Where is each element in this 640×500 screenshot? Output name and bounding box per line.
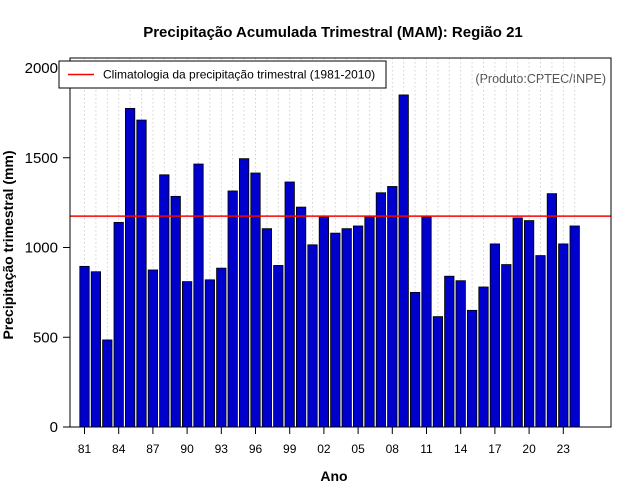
- bar-03: [330, 232, 341, 428]
- bar-08: [387, 186, 398, 428]
- bar-95: [238, 158, 250, 428]
- x-tick-label-23: 23: [557, 442, 571, 456]
- bar-85: [125, 107, 136, 428]
- bar-99: [284, 181, 295, 428]
- legend: Climatologia da precipitação trimestral …: [58, 60, 387, 89]
- legend-label: Climatologia da precipitação trimestral …: [103, 68, 375, 82]
- bar-09: [398, 94, 409, 428]
- bar-83: [102, 339, 113, 428]
- bar-06: [364, 216, 375, 428]
- bar-11: [421, 216, 432, 428]
- x-tick-label-87: 87: [146, 442, 160, 456]
- y-tick-label-500: 500: [33, 329, 58, 346]
- bar-87: [147, 269, 158, 428]
- bar-10: [409, 291, 421, 428]
- bar-93: [216, 267, 227, 428]
- y-axis-label: Precipitação trimestral (mm): [0, 150, 16, 339]
- x-tick-label-02: 02: [317, 442, 331, 456]
- bar-96: [250, 172, 261, 428]
- bar-04: [341, 228, 352, 428]
- bar-81: [79, 265, 90, 428]
- bar-15: [466, 309, 478, 428]
- bar-23: [558, 243, 569, 428]
- bar-97: [261, 228, 273, 428]
- y-tick-label-1500: 1500: [25, 150, 58, 167]
- bar-13: [444, 275, 455, 428]
- bar-94: [227, 190, 238, 428]
- y-tick-label-2000: 2000: [25, 60, 58, 77]
- y-axis: 0 500 1000 1500 2000: [25, 60, 70, 436]
- bar-92: [204, 279, 215, 428]
- bar-22: [546, 193, 558, 428]
- bar-14: [455, 280, 466, 428]
- bar-02: [318, 216, 330, 428]
- x-tick-label-08: 08: [386, 442, 400, 456]
- x-tick-label-17: 17: [488, 442, 502, 456]
- bar-series: [79, 94, 580, 428]
- x-axis: 81 84 87 90 93 96 99 02 05 08 11 14 17 20 23: [78, 427, 570, 456]
- bar-98: [273, 265, 284, 428]
- bar-24: [569, 225, 580, 428]
- legend-box: [58, 60, 387, 89]
- bar-82: [90, 271, 101, 428]
- bar-12: [432, 316, 444, 428]
- bar-01: [307, 244, 318, 428]
- bar-91: [193, 163, 204, 428]
- x-tick-label-20: 20: [522, 442, 536, 456]
- bar-86: [136, 119, 147, 428]
- bar-00: [295, 206, 307, 428]
- plot-frame: [69, 57, 612, 428]
- x-tick-label-96: 96: [249, 442, 263, 456]
- bar-88: [159, 174, 170, 428]
- bar-89: [170, 195, 181, 428]
- x-tick-label-93: 93: [215, 442, 229, 456]
- bar-17: [489, 243, 501, 428]
- x-tick-label-90: 90: [180, 442, 194, 456]
- x-tick-label-05: 05: [351, 442, 365, 456]
- bar-18: [501, 264, 512, 428]
- bar-16: [478, 286, 489, 428]
- x-tick-label-14: 14: [454, 442, 468, 456]
- bar-90: [181, 281, 193, 428]
- y-tick-label-1000: 1000: [25, 240, 58, 257]
- bar-84: [113, 221, 124, 428]
- bar-20: [524, 220, 535, 428]
- bar-19: [512, 217, 523, 428]
- bar-07: [375, 192, 387, 428]
- x-tick-label-99: 99: [283, 442, 297, 456]
- x-axis-label: Ano: [320, 468, 347, 484]
- x-tick-label-84: 84: [112, 442, 126, 456]
- bar-05: [352, 225, 364, 428]
- x-tick-label-81: 81: [78, 442, 92, 456]
- gridlines: [84, 58, 576, 427]
- bar-21: [535, 255, 546, 428]
- chart-title: Precipitação Acumulada Trimestral (MAM):…: [143, 24, 523, 41]
- x-tick-label-11: 11: [420, 442, 433, 456]
- y-tick-label-0: 0: [50, 419, 58, 436]
